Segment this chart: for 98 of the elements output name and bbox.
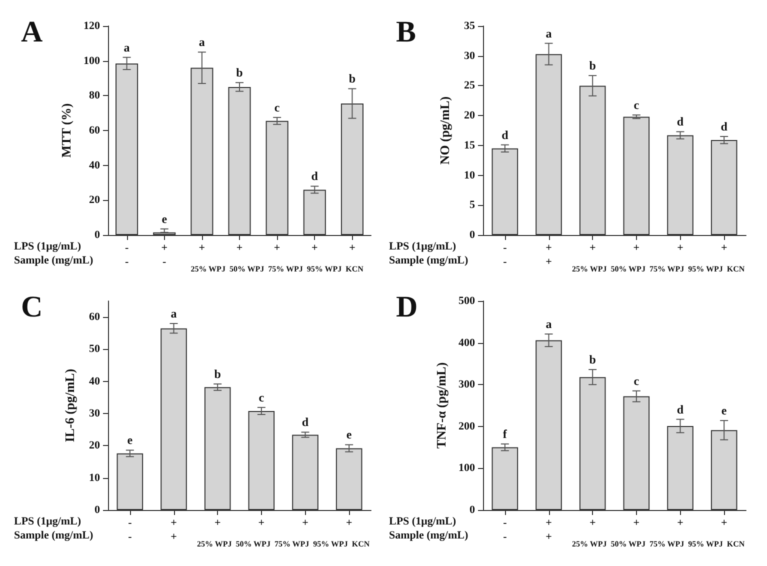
y-tick-label: 25 xyxy=(464,80,476,92)
text: 25% WPJ 50% WPJ 75% WPJ 95% WPJ KCN xyxy=(572,540,745,548)
data-label: b xyxy=(589,58,596,73)
chart-title: A xyxy=(21,16,43,48)
y-tick-label: 10 xyxy=(464,169,476,182)
y-tick-label: 400 xyxy=(458,336,476,349)
x-tick-label: + + xyxy=(546,517,552,543)
y-tick-label: 10 xyxy=(89,472,100,484)
text: Sample (mg/mL) xyxy=(14,254,94,266)
chart-title: C xyxy=(21,290,43,324)
x-tick-label: + xyxy=(589,517,596,529)
x-tick-label: + xyxy=(302,517,308,529)
data-label: b xyxy=(589,352,596,367)
y-tick-label: 15 xyxy=(464,139,476,152)
data-label: e xyxy=(346,428,352,442)
text: Sample (mg/mL) xyxy=(389,254,468,266)
x-tick-label: + xyxy=(677,242,684,254)
x-tick-label: + xyxy=(214,517,221,529)
x-tick-label: + xyxy=(198,242,206,254)
x-tick-label: + + xyxy=(546,242,552,268)
y-tick-label: 35 xyxy=(464,20,476,32)
x-tick-label: + xyxy=(589,242,596,254)
data-label: a xyxy=(198,35,205,50)
data-label: a xyxy=(124,40,130,54)
y-tick-label: 0 xyxy=(470,504,476,516)
text: 25% WPJ 50% WPJ 75% WPJ 95% WPJ KCN xyxy=(190,264,364,274)
text: LPS (1μg/mL) xyxy=(389,240,456,252)
y-tick-label: 0 xyxy=(94,504,100,516)
data-label: c xyxy=(634,374,640,388)
x-tick-label: - - xyxy=(124,242,129,268)
text: LPS (1μg/mL) xyxy=(389,516,456,528)
y-tick-label: 20 xyxy=(464,110,476,122)
x-tick-label: - - xyxy=(128,517,132,543)
text: Sample (mg/mL) xyxy=(14,530,94,542)
x-tick-label: + xyxy=(258,517,265,529)
data-label: b xyxy=(348,72,356,86)
text: Sample (mg/mL) xyxy=(389,530,468,542)
y-tick-label: 20 xyxy=(89,440,100,452)
x-tick-label: + xyxy=(349,242,356,254)
y-tick-label: 40 xyxy=(89,375,100,388)
x-tick-label: - - xyxy=(503,242,508,268)
x-tick-label: + xyxy=(346,517,352,529)
y-tick-label: 50 xyxy=(89,343,100,356)
x-tick-label: + xyxy=(236,242,243,254)
chart-title: B xyxy=(396,16,416,48)
y-tick-label: 120 xyxy=(84,20,100,32)
y-tick-label: 100 xyxy=(84,54,100,67)
data-label: d xyxy=(311,169,318,184)
x-tick-label: + xyxy=(720,242,728,254)
x-tick-label: + xyxy=(677,517,684,529)
data-label: c xyxy=(274,100,280,114)
data-label: e xyxy=(127,433,134,448)
y-tick-label: 80 xyxy=(89,90,100,102)
y-tick-label: 5 xyxy=(470,199,476,212)
y-tick-label: 0 xyxy=(94,229,100,241)
text: LPS (1μg/mL) xyxy=(14,240,82,252)
y-tick-label: 100 xyxy=(458,462,476,474)
data-label: e xyxy=(721,404,728,418)
x-tick-label: + - xyxy=(161,242,168,268)
data-label: c xyxy=(634,98,640,112)
y-tick-label: 200 xyxy=(458,420,476,432)
y-tick-label: 60 xyxy=(89,311,100,324)
data-label: a xyxy=(546,317,552,332)
x-tick-label: + xyxy=(312,242,318,254)
x-tick-label: - - xyxy=(503,517,508,543)
x-tick-label: + xyxy=(720,517,728,529)
y-axis-title: TNF-α (pg/mL) xyxy=(434,362,449,449)
data-label: e xyxy=(162,212,168,226)
data-label: a xyxy=(546,26,552,40)
y-tick-label: 30 xyxy=(89,408,100,420)
data-label: b xyxy=(214,366,222,381)
text: LPS (1μg/mL) xyxy=(14,516,82,528)
text: 25% WPJ 50% WPJ 75% WPJ 95% WPJ KCN xyxy=(196,540,370,548)
y-tick-label: 60 xyxy=(89,124,100,136)
data-label: a xyxy=(170,306,177,321)
y-tick-label: 500 xyxy=(458,295,476,307)
y-axis-title: IL-6 (pg/mL) xyxy=(62,368,77,442)
chart-title: D xyxy=(396,290,418,324)
data-label: d xyxy=(676,402,684,416)
y-tick-label: 0 xyxy=(470,229,476,241)
data-label: d xyxy=(302,415,309,430)
data-label: f xyxy=(502,426,508,441)
y-tick-label: 40 xyxy=(89,159,100,172)
data-label: b xyxy=(236,66,244,80)
x-tick-label: + xyxy=(633,517,640,529)
x-tick-label: + xyxy=(274,242,280,254)
data-label: d xyxy=(720,119,728,134)
text: 25% WPJ 50% WPJ 75% WPJ 95% WPJ KCN xyxy=(572,264,745,274)
y-tick-label: 30 xyxy=(464,50,476,62)
data-label: c xyxy=(258,390,265,404)
y-tick-label: 20 xyxy=(89,194,100,206)
data-label: d xyxy=(676,114,684,129)
y-axis-title: MTT (%) xyxy=(58,103,74,158)
y-tick-label: 300 xyxy=(458,378,476,391)
data-label: d xyxy=(502,128,509,142)
y-axis-title: NO (pg/mL) xyxy=(437,96,452,165)
x-tick-label: + xyxy=(633,242,640,254)
x-tick-label: + + xyxy=(170,517,177,543)
